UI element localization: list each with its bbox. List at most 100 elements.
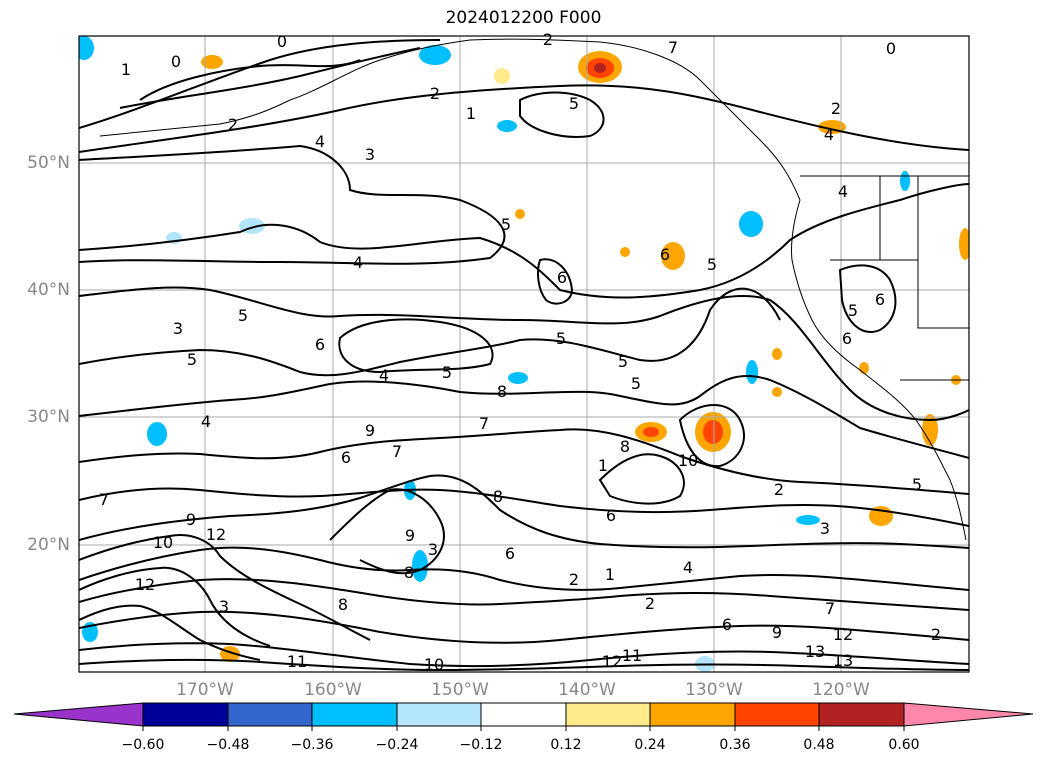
contour-label: 12 — [206, 525, 226, 544]
anomaly-patch — [746, 360, 758, 384]
contour-label: 5 — [707, 255, 717, 274]
contour-label: 4 — [824, 125, 834, 144]
colorbar-label: −0.36 — [282, 737, 342, 753]
contour-label: 3 — [173, 319, 183, 338]
colorbar-label: 0.36 — [705, 737, 765, 753]
contour-line — [600, 454, 684, 503]
contour-label: 1 — [121, 60, 131, 79]
contour-label: 4 — [315, 132, 325, 151]
lon-label-130w: 130°W — [669, 680, 759, 700]
contour-label: 13 — [805, 642, 825, 661]
contour-label: 7 — [668, 38, 678, 57]
contour-label: 6 — [660, 245, 670, 264]
contour-label: 5 — [631, 374, 641, 393]
contour-label: 4 — [353, 253, 363, 272]
contour-label: 2 — [569, 570, 579, 589]
contour-label: 6 — [842, 329, 852, 348]
contour-label: 2 — [831, 99, 841, 118]
contour-line — [339, 319, 492, 372]
lon-label-120w: 120°W — [796, 680, 886, 700]
contour-line — [840, 265, 895, 332]
contour-line — [79, 488, 969, 526]
contour-label: 6 — [875, 290, 885, 309]
colorbar-segment — [566, 703, 650, 726]
lat-label-30n: 30°N — [0, 407, 70, 427]
contour-label: 2 — [931, 625, 941, 644]
contour-label: 2 — [645, 594, 655, 613]
lat-label-40n: 40°N — [0, 280, 70, 300]
contour-label: 4 — [201, 412, 211, 431]
anomaly-patch — [643, 427, 659, 437]
contour-label: 5 — [501, 215, 511, 234]
colorbar-label: 0.24 — [620, 737, 680, 753]
contour-label: 9 — [772, 623, 782, 642]
colorbar-label: −0.48 — [198, 737, 258, 753]
colorbar-label: 0.12 — [536, 737, 596, 753]
contour-label: 4 — [683, 558, 693, 577]
contour-label: 13 — [833, 651, 853, 670]
contour-label: 6 — [315, 335, 325, 354]
contour-label: 5 — [569, 94, 579, 113]
contour-label: 5 — [848, 301, 858, 320]
contour-line — [79, 184, 969, 298]
colorbar-segment — [735, 703, 819, 726]
contour-label: 5 — [187, 350, 197, 369]
lon-label-150w: 150°W — [415, 680, 505, 700]
colorbar-extend-low — [14, 703, 143, 726]
contour-line — [79, 146, 504, 264]
lon-label-140w: 140°W — [542, 680, 632, 700]
contour-label: 12 — [602, 652, 622, 671]
colorbar-segment — [228, 703, 312, 726]
contour-label: 9 — [186, 510, 196, 529]
colorbar-label: −0.24 — [367, 737, 427, 753]
colorbar-segment — [481, 703, 566, 726]
lat-label-20n: 20°N — [0, 535, 70, 555]
contour-label: 2 — [774, 480, 784, 499]
contour-label: 3 — [820, 519, 830, 538]
colorbar-ticks — [143, 726, 904, 731]
contour-label: 8 — [620, 437, 630, 456]
contour-label: 5 — [912, 475, 922, 494]
lat-label-50n: 50°N — [0, 153, 70, 173]
lon-label-170w: 170°W — [160, 680, 250, 700]
contour-label: 11 — [287, 652, 307, 671]
contour-line — [520, 93, 604, 137]
anomaly-patch — [147, 422, 167, 446]
anomaly-patch — [494, 68, 510, 84]
contour-line — [79, 289, 780, 376]
contour-label: 3 — [365, 145, 375, 164]
contour-label: 5 — [556, 329, 566, 348]
contour-label: 5 — [618, 352, 628, 371]
contour-label: 7 — [479, 414, 489, 433]
contour-label: 1 — [605, 565, 615, 584]
anomaly-patch — [201, 55, 223, 69]
contour-label: 6 — [505, 544, 515, 563]
anomaly-patch — [515, 209, 525, 219]
contour-label: 9 — [405, 526, 415, 545]
contour-label: 1 — [598, 456, 608, 475]
colorbar-extend-high — [904, 703, 1033, 726]
contour-label: 7 — [825, 599, 835, 618]
contour-label: 4 — [838, 182, 848, 201]
contour-label: 5 — [442, 363, 452, 382]
contour-label: 2 — [228, 115, 238, 134]
contour-label: 5 — [238, 306, 248, 325]
contour-label: 7 — [99, 490, 109, 509]
anomaly-patch — [739, 211, 763, 237]
contour-label: 12 — [833, 625, 853, 644]
contour-label: 2 — [543, 30, 553, 49]
anomaly-patch — [620, 247, 630, 257]
contour-line — [120, 48, 420, 108]
contour-label: 0 — [171, 52, 181, 71]
contour-label: 0 — [886, 39, 896, 58]
anomaly-patch — [594, 63, 606, 73]
anomaly-patch — [74, 36, 94, 60]
colorbar-label: 0.48 — [789, 737, 849, 753]
contour-label: 3 — [219, 597, 229, 616]
coastline-alaska — [290, 39, 800, 200]
anomaly-patch — [772, 348, 782, 360]
lon-label-160w: 160°W — [288, 680, 378, 700]
colorbar-segment — [650, 703, 735, 726]
contour-label: 12 — [135, 575, 155, 594]
